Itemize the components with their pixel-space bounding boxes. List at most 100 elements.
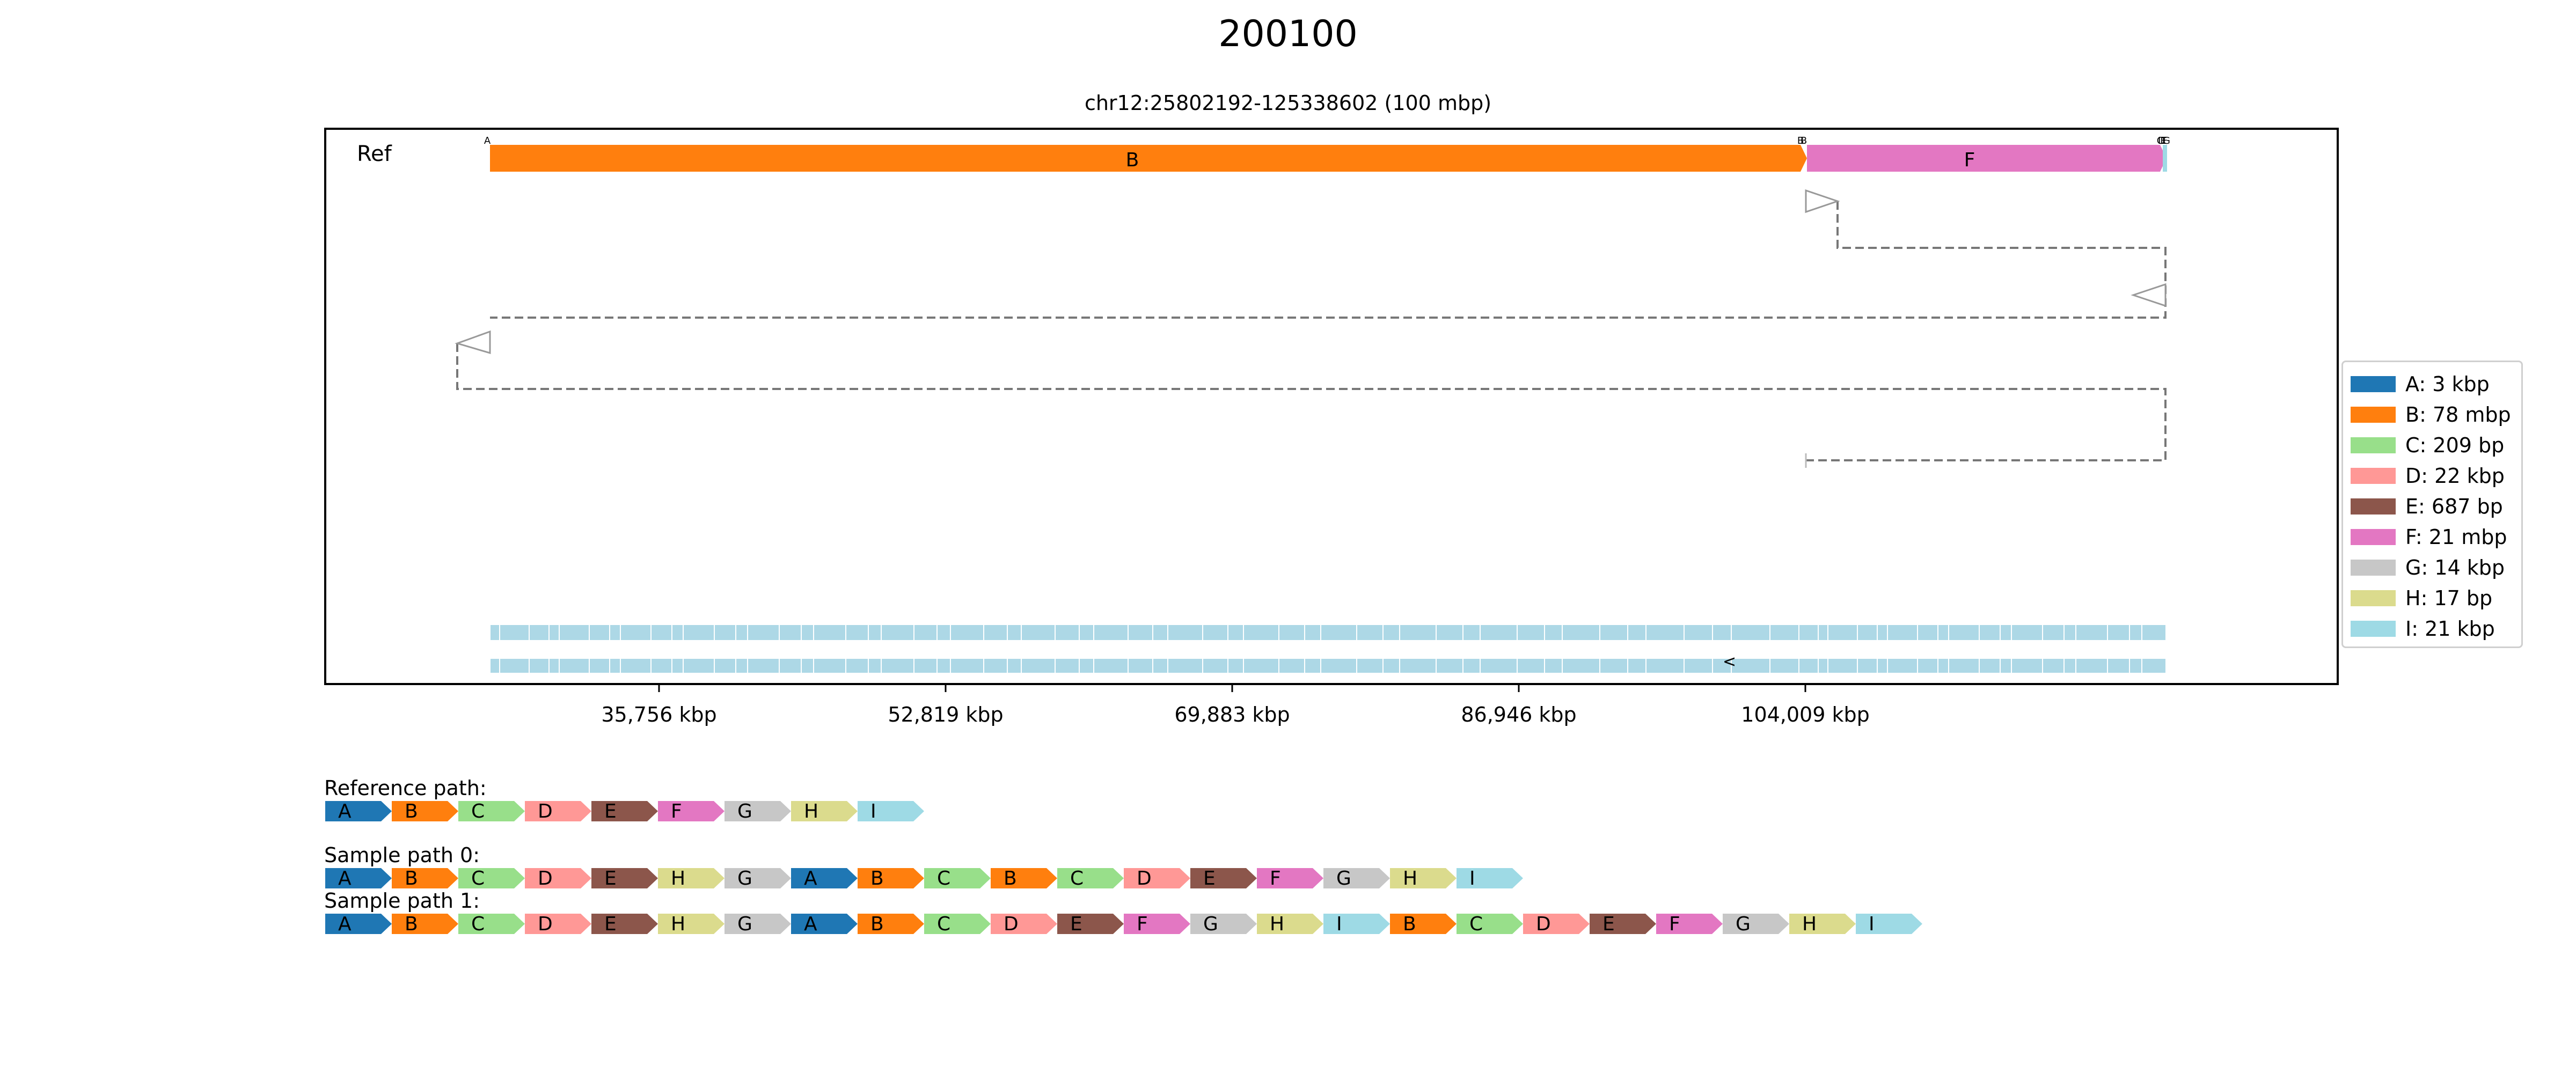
path-segment-i: I [1856, 913, 1922, 935]
path-segment-arrow [858, 914, 924, 934]
ref-segment-F-label: F [1964, 149, 1975, 171]
ref-segment-B-arrow [490, 145, 1807, 172]
ref-segment-F: F [1807, 145, 2167, 172]
path-segment-arrow [1789, 914, 1856, 934]
path-segment-arrow [1457, 868, 1523, 888]
boundary-label-b: B [1797, 135, 1804, 146]
path-segment-arrow [1656, 914, 1723, 934]
path-segment-d: D [525, 913, 591, 935]
path-segment-g: G [724, 868, 791, 890]
path-segment-arrow [1057, 868, 1124, 888]
path-segment-arrow [924, 868, 991, 888]
path-segment-label: I [1869, 913, 1875, 935]
path-segment-label: A [804, 913, 817, 935]
path-segment-arrow [1257, 914, 1323, 934]
path-segment-label: B [1004, 868, 1017, 890]
path-segment-f: F [1257, 868, 1323, 890]
path-segment-arrow [525, 914, 591, 934]
path-segment-label: G [1336, 868, 1351, 890]
path-segment-label: C [937, 868, 950, 890]
path-segment-arrow [591, 801, 658, 821]
path-segment-label: B [870, 868, 884, 890]
path-segment-arrow [991, 914, 1057, 934]
path-segment-arrow [1590, 914, 1656, 934]
legend-label: A: 3 kbp [2405, 372, 2490, 396]
path-segment-label: C [1469, 913, 1483, 935]
alignment-direction-markers [455, 189, 2167, 355]
path-segment-label: I [870, 800, 876, 822]
path-segment-f: F [658, 800, 724, 822]
legend-label: C: 209 bp [2405, 433, 2505, 457]
path-segment-c: C [458, 913, 525, 935]
path-segment-arrow [1190, 914, 1257, 934]
path-segment-label: A [338, 800, 352, 822]
segment-legend: A: 3 kbp B: 78 mbp C: 209 bp D: 22 kbp E: 68… [2341, 361, 2523, 648]
path-segment-label: G [737, 800, 752, 822]
path-label: Sample path 0: [324, 843, 480, 867]
path-segment-arrow [325, 801, 392, 821]
path-segment-h: H [658, 868, 724, 890]
path-segment-arrow [392, 801, 458, 821]
path-segment-arrow [458, 868, 525, 888]
boundary-label-e: E [2160, 135, 2166, 146]
path-segment-a: A [791, 868, 858, 890]
legend-item-d: D: 22 kbp [2351, 462, 2505, 489]
path-segment-h: H [1789, 913, 1856, 935]
path-segment-arrow [791, 801, 858, 821]
path-segment-label: D [538, 868, 553, 890]
legend-label: B: 78 mbp [2405, 403, 2511, 427]
x-tick-label: 52,819 kbp [888, 703, 1003, 726]
legend-item-c: C: 209 bp [2351, 432, 2504, 459]
x-tick-label: 86,946 kbp [1461, 703, 1576, 726]
legend-label: E: 687 bp [2405, 495, 2503, 518]
path-segment-label: C [471, 913, 485, 935]
path-segment-arrow [658, 914, 724, 934]
path-segment-c: C [1457, 913, 1523, 935]
path-segment-label: B [870, 913, 884, 935]
path-segment-label: F [671, 800, 682, 822]
path-segment-b: B [858, 913, 924, 935]
path-segment-label: G [1203, 913, 1218, 935]
path-segment-g: G [724, 800, 791, 822]
path-segment-label: H [1802, 913, 1817, 935]
path-segment-label: G [737, 913, 752, 935]
path-label: Reference path: [324, 776, 487, 800]
boundary-label-a: A [484, 135, 491, 146]
legend-swatch [2351, 590, 2396, 606]
path-segment-arrow [525, 801, 591, 821]
gene-band [490, 625, 2165, 640]
path-segment-h: H [1257, 913, 1323, 935]
legend-item-f: F: 21 mbp [2351, 524, 2507, 550]
path-segment-d: D [525, 800, 591, 822]
path-segment-e: E [591, 868, 658, 890]
path-segment-label: H [671, 913, 685, 935]
path-segment-i: I [858, 800, 924, 822]
path-segment-arrow [325, 868, 392, 888]
x-axis [658, 684, 1806, 692]
path-segment-label: E [1602, 913, 1615, 935]
forward-marker [1805, 189, 1840, 214]
path-segment-label: D [1536, 913, 1551, 935]
path-segment-label: C [471, 868, 485, 890]
path-segment-arrow [858, 801, 924, 821]
legend-item-a: A: 3 kbp [2351, 371, 2490, 398]
path-segment-e: E [591, 800, 658, 822]
path-segment-b: B [392, 868, 458, 890]
path-segment-d: D [1523, 913, 1590, 935]
legend-item-g: G: 14 kbp [2351, 554, 2505, 581]
path-segment-c: C [1057, 868, 1124, 890]
path-segment-c: C [458, 868, 525, 890]
path-segment-d: D [1124, 868, 1190, 890]
path-segment-label: A [338, 868, 352, 890]
path-segment-arrow [1257, 868, 1323, 888]
path-segment-d: D [525, 868, 591, 890]
legend-swatch [2351, 529, 2396, 545]
path-segment-a: A [325, 868, 392, 890]
path-segment-label: H [1270, 913, 1284, 935]
path-segment-arrow [1523, 914, 1590, 934]
legend-label: D: 22 kbp [2405, 464, 2505, 488]
path-segment-label: F [1669, 913, 1680, 935]
path-segment-arrow [658, 868, 724, 888]
path-segment-label: D [1137, 868, 1152, 890]
